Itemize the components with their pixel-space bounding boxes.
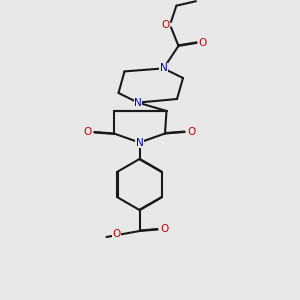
Text: N: N (136, 137, 143, 148)
Text: O: O (84, 127, 92, 137)
Text: O: O (161, 20, 169, 30)
Text: O: O (160, 224, 168, 235)
Text: O: O (198, 38, 207, 48)
Text: O: O (112, 229, 121, 239)
Text: N: N (160, 63, 167, 74)
Text: N: N (134, 98, 142, 108)
Text: O: O (187, 127, 195, 137)
